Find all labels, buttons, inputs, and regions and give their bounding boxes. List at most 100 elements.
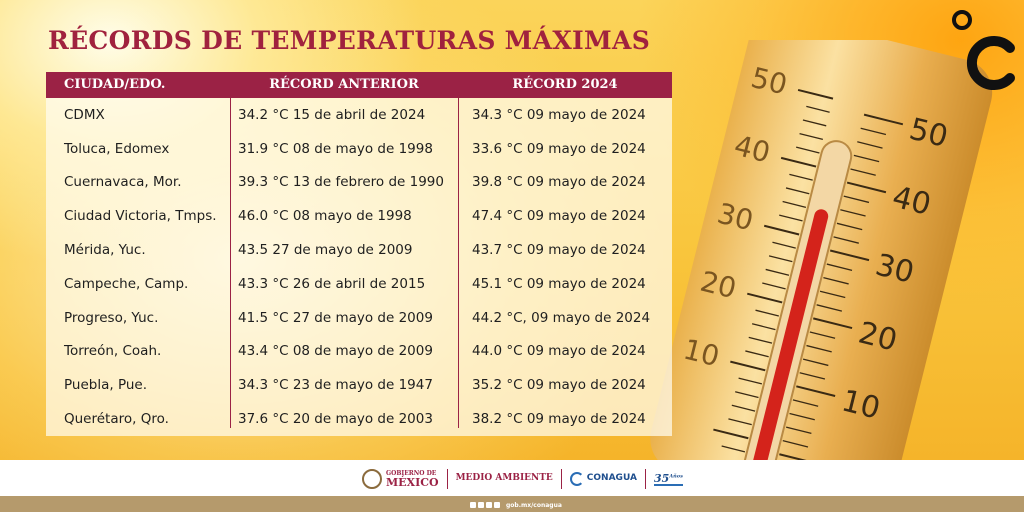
right-tick	[840, 209, 866, 217]
table-row: Cuernavaca, Mor. 39.3 °C 13 de febrero d…	[46, 166, 672, 200]
right-tick	[785, 426, 812, 434]
record-2024-cell: 39.8 °C 09 mayo de 2024	[472, 174, 646, 191]
header-previous-record: RÉCORD ANTERIOR	[269, 77, 419, 92]
left-tick	[751, 323, 776, 331]
left-tick	[782, 200, 807, 208]
right-tick	[809, 331, 836, 339]
right-tick	[860, 127, 887, 136]
previous-record-cell: 31.9 °C 08 de mayo de 1998	[238, 140, 433, 157]
right-tick	[816, 304, 843, 312]
right-tick	[792, 399, 819, 407]
record-2024-cell: 45.1 °C 09 mayo de 2024	[472, 275, 646, 292]
left-tick	[745, 350, 769, 358]
footer-separator	[446, 469, 448, 489]
page-title: RÉCORDS DE TEMPERATURAS MÁXIMAS	[48, 26, 651, 55]
left-tick	[799, 132, 823, 141]
medio-ambiente-label: MEDIO AMBIENTE	[455, 472, 553, 483]
records-table: CIUDAD/EDO. RÉCORD ANTERIOR RÉCORD 2024 …	[46, 72, 672, 436]
gobierno-big-text: MÉXICO	[386, 475, 439, 489]
left-tick	[738, 377, 763, 385]
right-tick	[823, 277, 849, 285]
footer-logos: GOBIERNO DE MÉXICO MEDIO AMBIENTE CONAGU…	[362, 467, 683, 491]
left-tick	[802, 119, 827, 127]
website-link[interactable]: gob.mx/conagua	[506, 501, 562, 509]
table-row: Campeche, Camp. 43.3 °C 26 de abril de 2…	[46, 267, 672, 301]
previous-record-cell: 43.3 °C 26 de abril de 2015	[238, 275, 426, 292]
table-row: Querétaro, Qro. 37.6 °C 20 de mayo de 20…	[46, 402, 672, 436]
table-header: CIUDAD/EDO. RÉCORD ANTERIOR RÉCORD 2024	[46, 72, 672, 98]
left-tick	[785, 187, 810, 195]
record-2024-cell: 43.7 °C 09 mayo de 2024	[472, 242, 646, 259]
anniversary-years: Años	[669, 472, 683, 479]
left-tick	[730, 360, 766, 372]
right-tick	[802, 358, 829, 367]
table-row: Progreso, Yuc. 41.5 °C 27 de mayo de 200…	[46, 301, 672, 335]
header-city: CIUDAD/EDO.	[64, 77, 166, 92]
right-tick	[782, 440, 809, 448]
conagua-logo: CONAGUA	[586, 472, 637, 485]
right-tick	[806, 344, 832, 353]
conagua-label: CONAGUA	[586, 472, 637, 483]
city-cell: CDMX	[64, 106, 105, 123]
instagram-icon[interactable]	[486, 502, 492, 508]
left-tick	[796, 146, 820, 154]
previous-record-cell: 46.0 °C 08 mayo de 1998	[238, 208, 412, 225]
youtube-icon[interactable]	[494, 502, 500, 508]
table-row: Puebla, Pue. 34.3 °C 23 de mayo de 1947 …	[46, 368, 672, 402]
right-tick	[829, 249, 870, 262]
left-tick	[789, 173, 813, 181]
social-links: gob.mx/conagua	[470, 500, 562, 510]
right-tick	[857, 141, 883, 149]
right-tick	[833, 236, 859, 244]
city-cell: Torreón, Coah.	[64, 343, 162, 360]
table-row: Torreón, Coah. 43.4 °C 08 de mayo de 200…	[46, 335, 672, 369]
city-cell: Progreso, Yuc.	[64, 309, 159, 326]
city-cell: Campeche, Camp.	[64, 275, 189, 292]
footer-separator	[644, 469, 646, 489]
twitter-icon[interactable]	[478, 502, 484, 508]
table-row: Toluca, Edomex 31.9 °C 08 de mayo de 199…	[46, 132, 672, 166]
table-row: Ciudad Victoria, Tmps. 46.0 °C 08 mayo d…	[46, 199, 672, 233]
right-tick	[779, 453, 819, 460]
city-cell: Toluca, Edomex	[64, 140, 170, 157]
city-cell: Cuernavaca, Mor.	[64, 174, 182, 191]
left-tick	[713, 428, 749, 440]
left-tick	[806, 105, 830, 113]
right-tick	[850, 168, 876, 176]
gobierno-small-text: GOBIERNO DE	[386, 469, 437, 477]
record-2024-cell: 44.0 °C 09 mayo de 2024	[472, 343, 646, 360]
left-tick	[763, 224, 800, 236]
previous-record-cell: 34.3 °C 23 de mayo de 1947	[238, 377, 433, 394]
previous-record-cell: 37.6 °C 20 de mayo de 2003	[238, 411, 433, 428]
left-tick	[797, 88, 834, 100]
facebook-icon[interactable]	[470, 502, 476, 508]
city-cell: Mérida, Yuc.	[64, 242, 146, 259]
right-tick	[813, 317, 853, 330]
right-tick	[826, 263, 853, 271]
anniversary-number: 35	[653, 471, 670, 485]
record-2024-cell: 47.4 °C 09 mayo de 2024	[472, 208, 646, 225]
left-tick	[762, 282, 786, 290]
anniversary-logo: 35Años	[653, 471, 683, 486]
left-tick	[768, 255, 793, 263]
right-tick	[836, 222, 863, 231]
previous-record-cell: 43.4 °C 08 de mayo de 2009	[238, 343, 433, 360]
city-cell: Ciudad Victoria, Tmps.	[64, 208, 217, 225]
column-divider	[458, 72, 459, 428]
previous-record-cell: 41.5 °C 27 de mayo de 2009	[238, 309, 433, 326]
table-row: CDMX 34.2 °C 15 de abril de 2024 34.3 °C…	[46, 98, 672, 132]
table-body: CDMX 34.2 °C 15 de abril de 2024 34.3 °C…	[46, 98, 672, 436]
left-tick	[735, 391, 759, 399]
left-tick	[731, 404, 756, 412]
left-tick	[780, 156, 817, 168]
medio-ambiente-logo: MEDIO AMBIENTE	[455, 472, 553, 485]
right-tick	[843, 195, 870, 204]
footer-separator	[560, 469, 562, 489]
left-tick	[748, 336, 773, 344]
left-tick	[721, 445, 746, 453]
previous-record-cell: 39.3 °C 13 de febrero de 1990	[238, 174, 444, 191]
celsius-symbol-icon	[952, 10, 1015, 90]
left-tick	[772, 241, 796, 249]
left-tick	[755, 309, 779, 317]
